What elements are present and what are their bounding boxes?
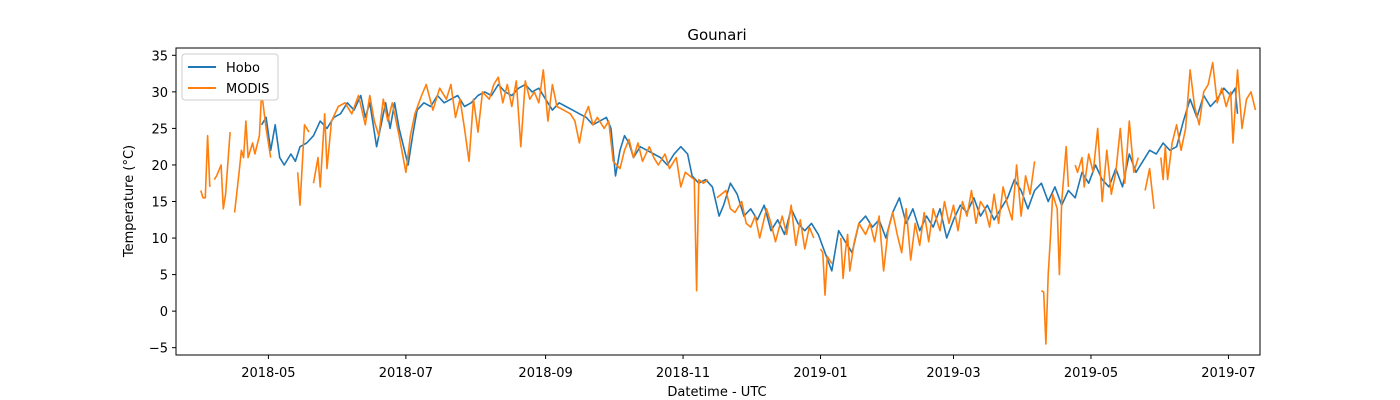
modis-series-line xyxy=(1074,120,1140,203)
x-axis-label: Datetime - UTC xyxy=(667,385,766,400)
modis-series-line xyxy=(1160,61,1257,181)
modis-series-line xyxy=(200,134,211,199)
x-tick-label: 2019-07 xyxy=(1201,366,1255,381)
legend-label-hobo: Hobo xyxy=(226,61,260,76)
x-tick-label: 2018-05 xyxy=(241,366,295,381)
modis-series-line xyxy=(1040,145,1070,345)
y-tick-label: 20 xyxy=(151,159,168,174)
modis-series-line xyxy=(819,248,833,296)
x-tick-label: 2018-11 xyxy=(656,366,710,381)
legend: Hobo MODIS xyxy=(181,53,279,101)
y-tick-label: 0 xyxy=(160,305,168,320)
x-axis: 2018-05 2018-07 2018-09 2018-11 2019-01 2019-… xyxy=(241,355,1256,381)
modis-series-line xyxy=(840,161,1036,280)
y-tick-label: −5 xyxy=(149,342,168,357)
hobo-series-line xyxy=(260,83,1239,272)
legend-label-modis: MODIS xyxy=(226,82,270,97)
y-tick-label: 35 xyxy=(151,49,168,64)
y-tick-label: 15 xyxy=(151,196,168,211)
y-tick-label: 30 xyxy=(151,86,168,101)
y-tick-label: 5 xyxy=(160,269,168,284)
chart-title: Gounari xyxy=(687,26,746,44)
modis-series-line xyxy=(1144,167,1155,209)
y-tick-label: 25 xyxy=(151,122,168,137)
x-tick-label: 2018-09 xyxy=(518,366,572,381)
x-tick-label: 2019-01 xyxy=(793,366,847,381)
modis-series-line xyxy=(213,132,231,210)
y-axis-label: Temperature (°C) xyxy=(122,145,137,258)
x-tick-label: 2019-05 xyxy=(1064,366,1118,381)
modis-series-line xyxy=(296,124,310,206)
plot-area xyxy=(200,61,1257,345)
x-tick-label: 2018-07 xyxy=(379,366,433,381)
x-tick-label: 2019-03 xyxy=(926,366,980,381)
modis-series-line xyxy=(716,189,815,250)
modis-series-line xyxy=(312,69,709,292)
y-tick-label: 10 xyxy=(151,232,168,247)
y-axis: −5 0 5 10 15 20 25 30 35 xyxy=(149,49,176,357)
